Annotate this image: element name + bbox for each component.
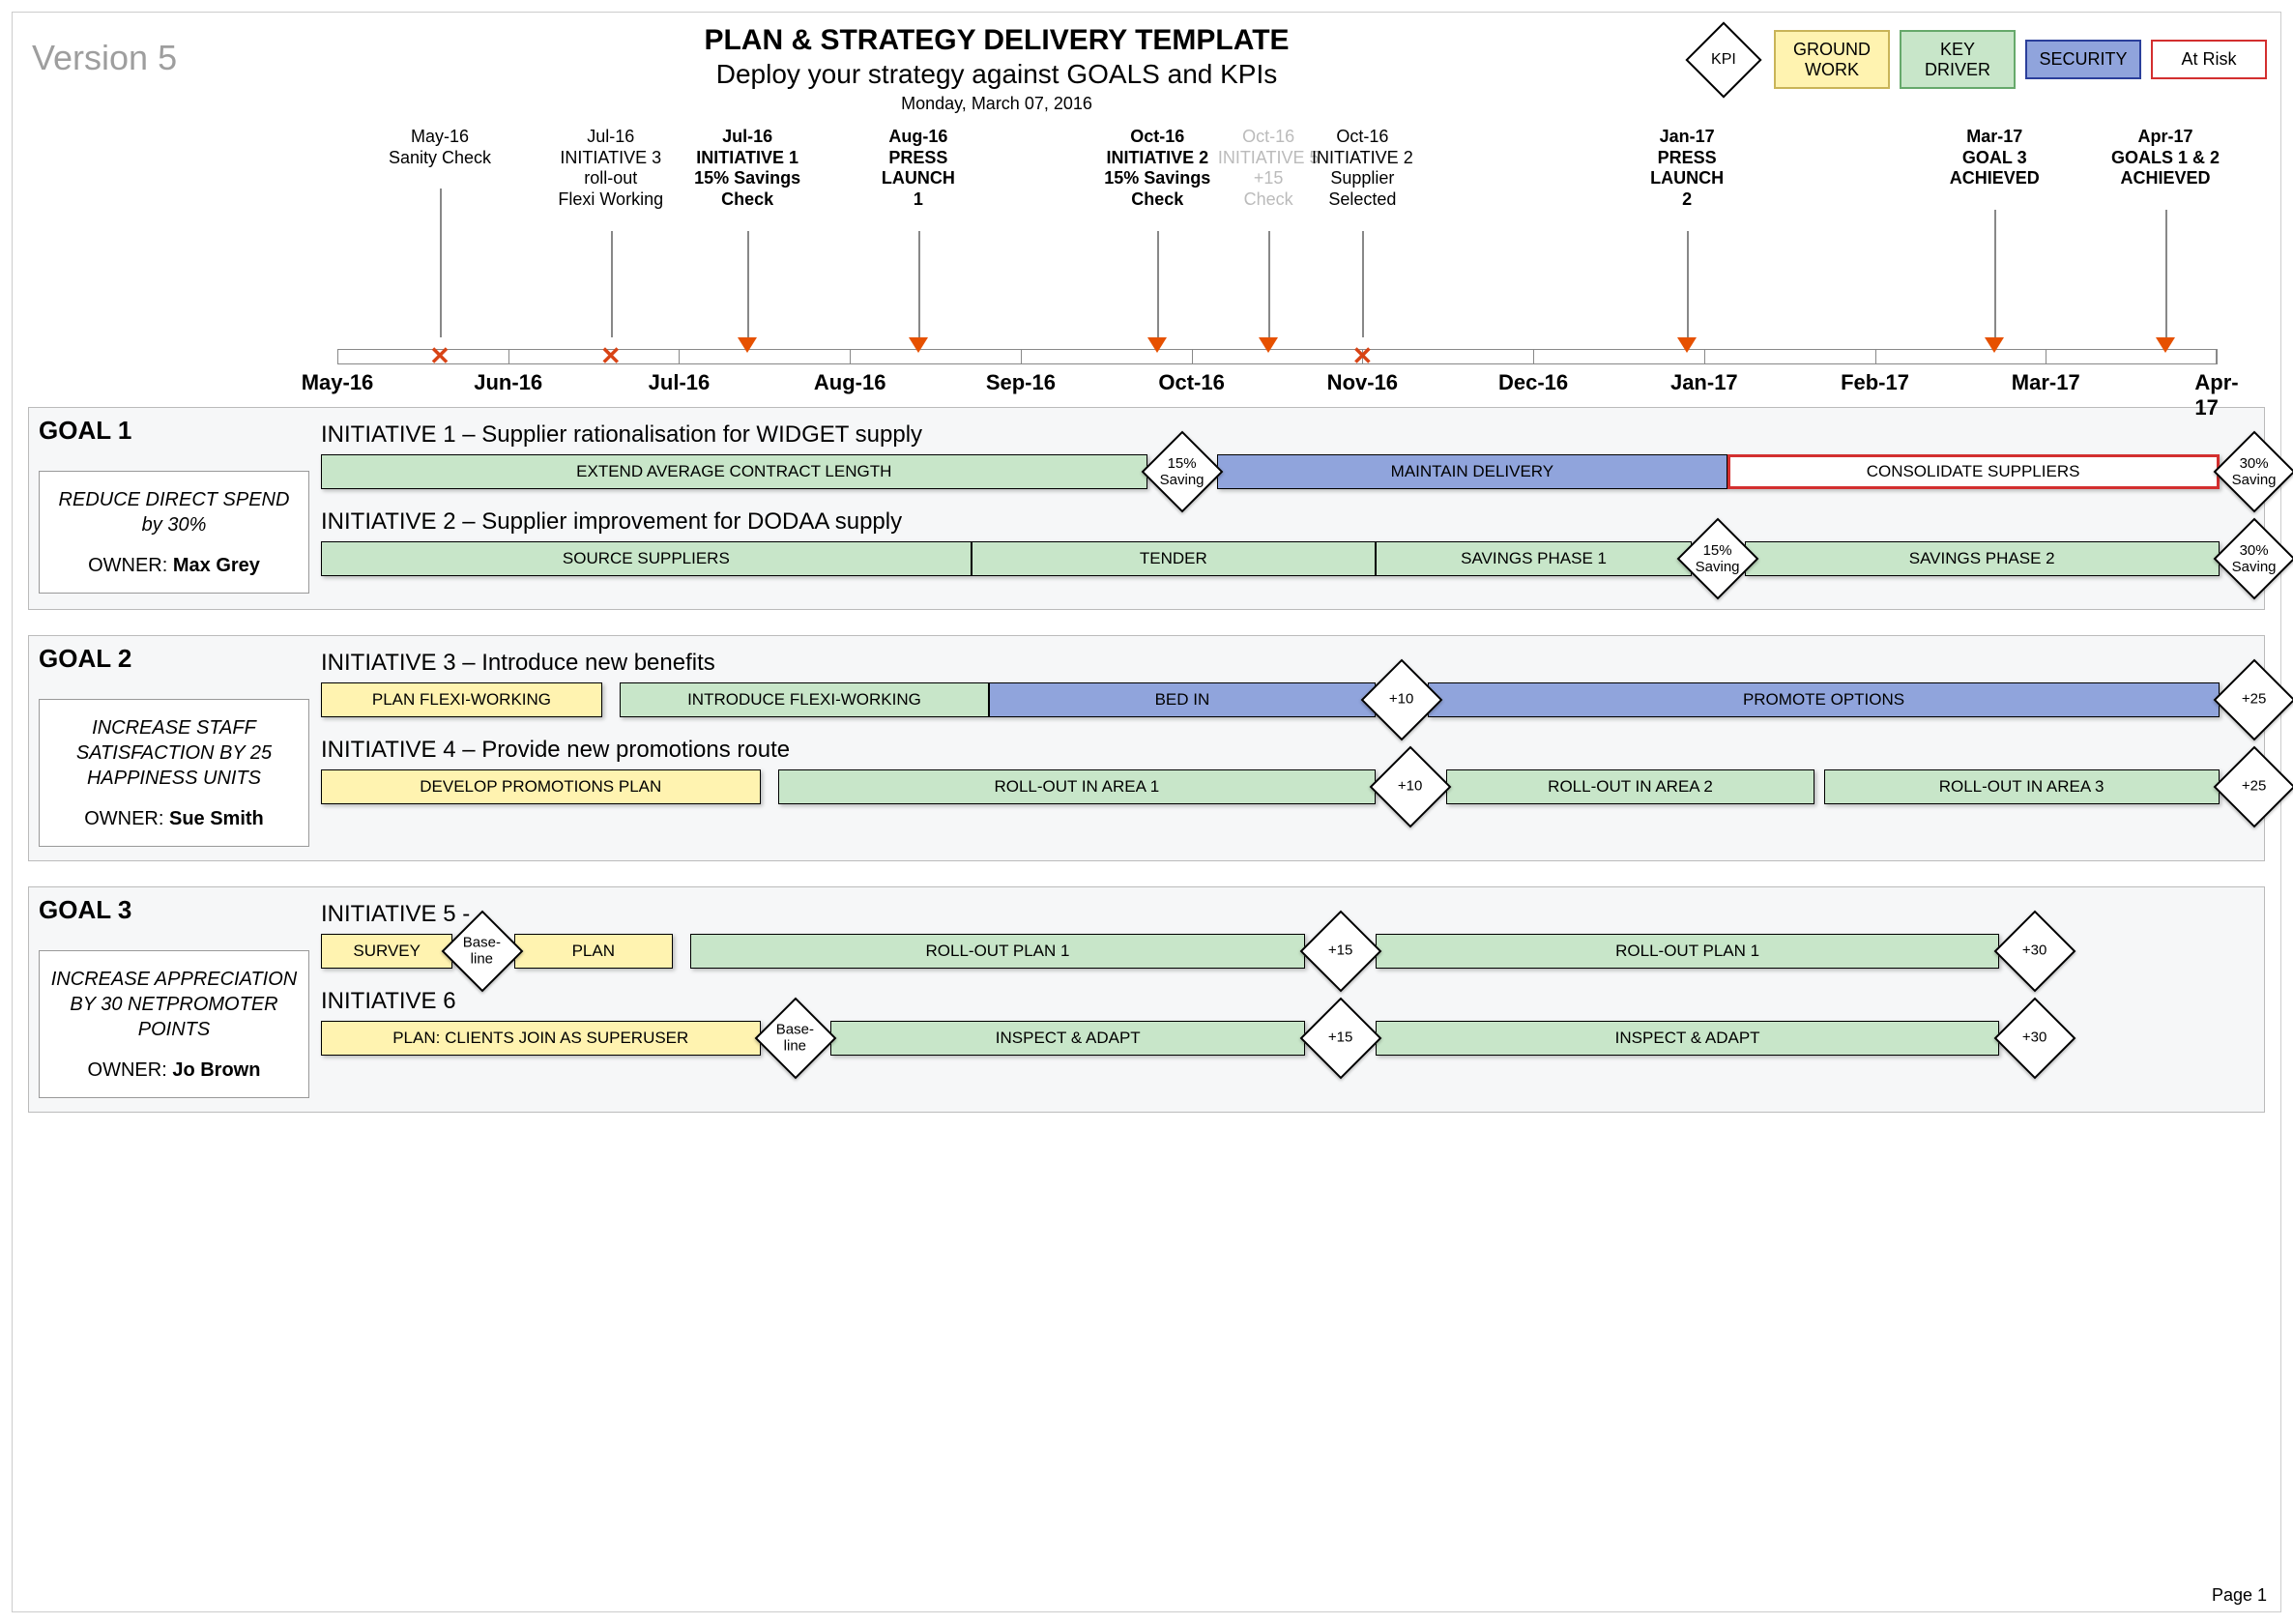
gantt-bar: CONSOLIDATE SUPPLIERS — [1727, 454, 2220, 489]
axis-tick-label: Mar-17 — [2012, 370, 2080, 395]
gantt-bar: EXTEND AVERAGE CONTRACT LENGTH — [321, 454, 1147, 489]
axis-tick-label: Oct-16 — [1158, 370, 1224, 395]
axis-tick-label: Aug-16 — [814, 370, 886, 395]
gantt-bar: PLAN: CLIENTS JOIN AS SUPERUSER — [321, 1021, 761, 1056]
owner-box: INCREASE APPRECIATION BY 30 NETPROMOTER … — [39, 950, 309, 1098]
timeline-callout: Jul-16INITIATIVE 115% SavingsCheck — [670, 127, 825, 210]
axis-tick-label: Sep-16 — [986, 370, 1056, 395]
gantt-bar: SURVEY — [321, 934, 452, 969]
gantt-bar: BED IN — [989, 682, 1376, 717]
page-subtitle: Deploy your strategy against GOALS and K… — [310, 59, 1683, 90]
axis-tick-label: Feb-17 — [1841, 370, 1909, 395]
owner-box: INCREASE STAFF SATISFACTION BY 25 HAPPIN… — [39, 699, 309, 847]
gantt-bar: TENDER — [972, 541, 1376, 576]
initiative-title: INITIATIVE 1 – Supplier rationalisation … — [321, 421, 2254, 449]
axis-tick-label: Jul-16 — [649, 370, 711, 395]
title-block: PLAN & STRATEGY DELIVERY TEMPLATE Deploy… — [310, 20, 1683, 114]
initiative-bar-row: SOURCE SUPPLIERSTENDERSAVINGS PHASE 1 SAV… — [321, 541, 2254, 582]
page-title: PLAN & STRATEGY DELIVERY TEMPLATE — [310, 24, 1683, 57]
initiative-bar-row: SURVEY PLAN ROLL-OUT PLAN 1 ROLL-OUT PLAN 1… — [321, 934, 2254, 974]
goal-section: GOAL 2 INCREASE STAFF SATISFACTION BY 25 … — [28, 635, 2265, 861]
timeline-callout: Mar-17GOAL 3ACHIEVED — [1917, 127, 2072, 189]
axis-tick-label: Jun-16 — [474, 370, 542, 395]
initiative-title: INITIATIVE 4 – Provide new promotions ro… — [321, 737, 2254, 764]
goal-title: GOAL 2 — [39, 644, 309, 674]
gantt-bar: INTRODUCE FLEXI-WORKING — [620, 682, 989, 717]
legend-item: At Risk — [2151, 40, 2267, 79]
axis-tick-label: Dec-16 — [1498, 370, 1568, 395]
goal-title: GOAL 3 — [39, 895, 309, 925]
axis-tick-label: Apr-17 — [2194, 370, 2238, 420]
gantt-bar: SAVINGS PHASE 1 — [1376, 541, 1692, 576]
gantt-bar: DEVELOP PROMOTIONS PLAN — [321, 769, 761, 804]
timeline-callout: Oct-16INITIATIVE 2SupplierSelected — [1285, 127, 1439, 210]
gantt-bar: MAINTAIN DELIVERY — [1217, 454, 1727, 489]
legend-item: GROUNDWORK — [1774, 30, 1890, 89]
gantt-bar: ROLL-OUT IN AREA 2 — [1446, 769, 1815, 804]
initiative-title: INITIATIVE 3 – Introduce new benefits — [321, 650, 2254, 677]
initiative-bar-row: DEVELOP PROMOTIONS PLAN ROLL-OUT IN AREA … — [321, 769, 2254, 810]
initiative-title: INITIATIVE 2 – Supplier improvement for … — [321, 508, 2254, 536]
gantt-bar: ROLL-OUT PLAN 1 — [690, 934, 1305, 969]
gantt-bar: INSPECT & ADAPT — [830, 1021, 1305, 1056]
page-date: Monday, March 07, 2016 — [310, 94, 1683, 114]
gantt-bar: SAVINGS PHASE 2 — [1745, 541, 2220, 576]
timeline-callout: Aug-16PRESSLAUNCH1 — [841, 127, 996, 210]
legend: KPI GROUNDWORKKEYDRIVERSECURITYAt Risk — [1683, 20, 2273, 89]
gantt-bar: PLAN FLEXI-WORKING — [321, 682, 602, 717]
owner-box: REDUCE DIRECT SPENDby 30%OWNER: Max Grey — [39, 471, 309, 594]
timeline-callout: Jul-16INITIATIVE 3roll-outFlexi Working — [534, 127, 688, 210]
goal-section: GOAL 1 REDUCE DIRECT SPENDby 30%OWNER: Ma… — [28, 407, 2265, 610]
initiative-bar-row: EXTEND AVERAGE CONTRACT LENGTH MAINTAIN D… — [321, 454, 2254, 495]
axis-tick-label: Nov-16 — [1327, 370, 1398, 395]
gantt-bar: INSPECT & ADAPT — [1376, 1021, 1999, 1056]
timeline-callout: Apr-17GOALS 1 & 2ACHIEVED — [2088, 127, 2243, 189]
goal-section: GOAL 3 INCREASE APPRECIATION BY 30 NETPRO… — [28, 886, 2265, 1113]
axis-tick-label: Jan-17 — [1670, 370, 1738, 395]
page-number: Page 1 — [2212, 1585, 2267, 1606]
initiative-title: INITIATIVE 6 — [321, 988, 2254, 1015]
version-label: Version 5 — [20, 20, 310, 96]
goal-title: GOAL 1 — [39, 416, 309, 446]
initiative-bar-row: PLAN: CLIENTS JOIN AS SUPERUSER INSPECT &… — [321, 1021, 2254, 1061]
legend-kpi-diamond: KPI — [1685, 21, 1761, 98]
legend-item: KEYDRIVER — [1900, 30, 2016, 89]
timeline-callout: Jan-17PRESSLAUNCH2 — [1610, 127, 1764, 210]
gantt-bar: ROLL-OUT IN AREA 1 — [778, 769, 1376, 804]
gantt-bar: ROLL-OUT PLAN 1 — [1376, 934, 1999, 969]
axis-tick-label: May-16 — [302, 370, 374, 395]
gantt-bar: ROLL-OUT IN AREA 3 — [1824, 769, 2220, 804]
legend-item: SECURITY — [2025, 40, 2141, 79]
timeline-callout: May-16Sanity Check — [363, 127, 517, 168]
timeline-axis: May-16 Jun-16 Jul-16 Aug-16 Sep-16 Oct-16 Nov-… — [28, 127, 2265, 407]
initiative-bar-row: PLAN FLEXI-WORKING INTRODUCE FLEXI-WORKIN… — [321, 682, 2254, 723]
gantt-bar: SOURCE SUPPLIERS — [321, 541, 972, 576]
initiative-title: INITIATIVE 5 - — [321, 901, 2254, 928]
gantt-bar: PLAN — [514, 934, 673, 969]
gantt-bar: PROMOTE OPTIONS — [1428, 682, 2219, 717]
